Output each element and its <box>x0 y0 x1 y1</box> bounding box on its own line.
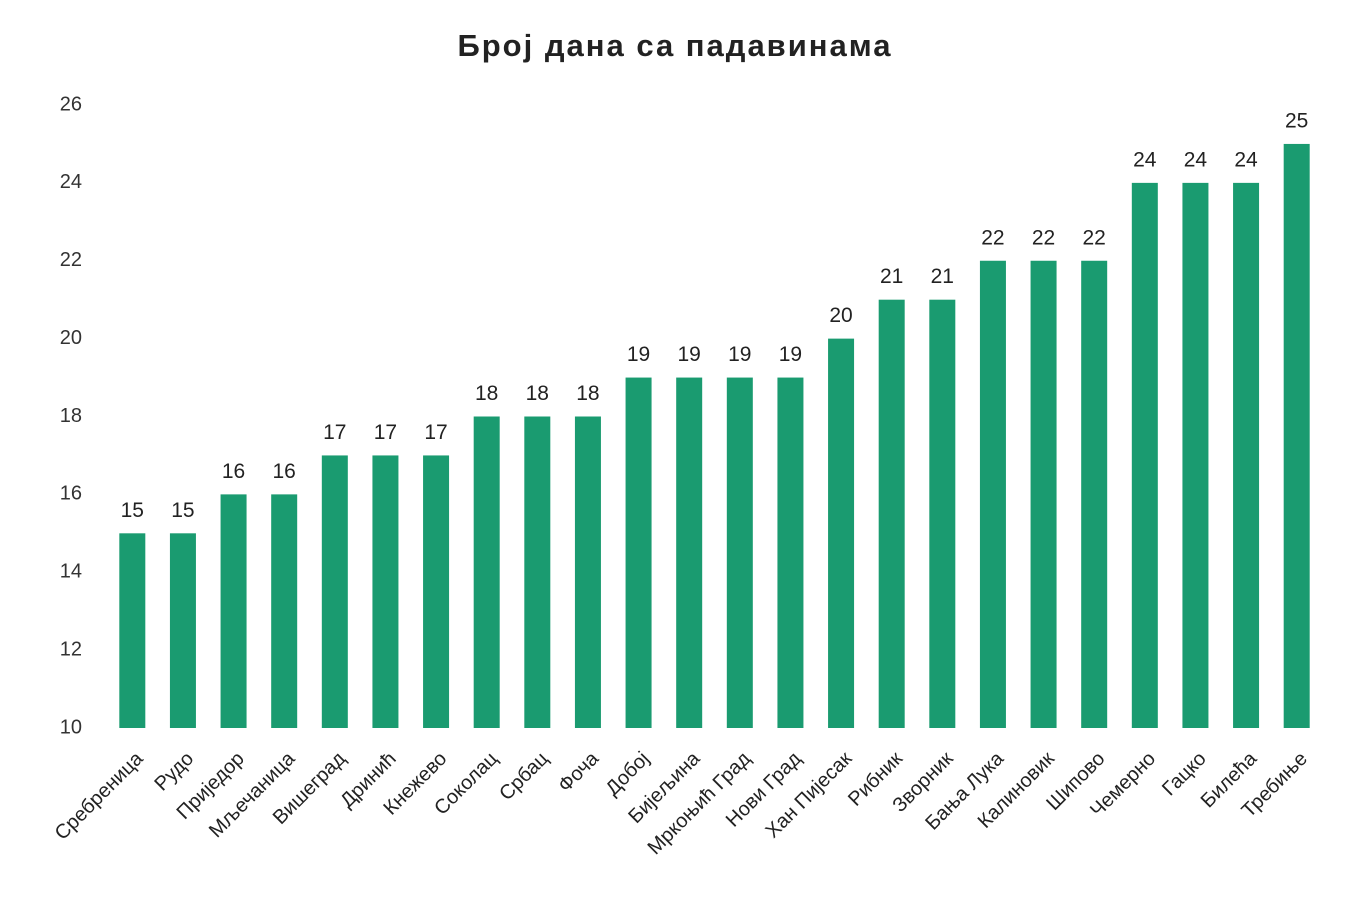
bar <box>726 377 753 728</box>
value-label: 24 <box>1184 148 1208 171</box>
bar <box>979 260 1006 728</box>
chart-title: Број дана са падавинама <box>457 28 892 63</box>
value-label: 17 <box>323 421 346 444</box>
value-label: 19 <box>728 343 751 366</box>
bar <box>473 416 500 728</box>
value-label: 19 <box>779 343 802 366</box>
value-label: 17 <box>424 421 447 444</box>
bar <box>1131 182 1158 728</box>
value-label: 22 <box>1032 226 1055 249</box>
value-label: 22 <box>1083 226 1106 249</box>
y-tick-label: 16 <box>60 483 82 505</box>
bar <box>119 533 146 728</box>
bar <box>878 299 905 728</box>
value-label: 18 <box>475 382 498 405</box>
value-label: 15 <box>171 499 194 522</box>
y-tick-label: 10 <box>60 716 82 738</box>
bar <box>1182 182 1209 728</box>
bar <box>828 338 855 728</box>
value-label: 15 <box>121 499 144 522</box>
bar <box>1233 182 1260 728</box>
bar <box>1283 143 1310 728</box>
value-label: 24 <box>1133 148 1157 171</box>
y-tick-label: 18 <box>60 405 82 427</box>
x-tick-label: Сребреница <box>51 747 148 844</box>
value-label: 19 <box>678 343 701 366</box>
y-tick-label: 20 <box>60 327 82 349</box>
x-tick-label: Фоча <box>554 747 604 797</box>
value-label: 16 <box>273 460 296 483</box>
bar <box>321 455 348 728</box>
bar <box>220 494 247 728</box>
bar <box>929 299 956 728</box>
y-tick-label: 22 <box>60 249 82 271</box>
y-tick-label: 14 <box>60 561 82 583</box>
value-label: 19 <box>627 343 650 366</box>
value-label: 24 <box>1234 148 1258 171</box>
bar <box>271 494 298 728</box>
value-label: 21 <box>880 265 903 288</box>
value-label: 22 <box>981 226 1004 249</box>
x-tick-label: Србац <box>495 748 552 805</box>
bar <box>1081 260 1108 728</box>
bar <box>524 416 551 728</box>
value-label: 25 <box>1285 109 1308 132</box>
bar <box>625 377 652 728</box>
value-label: 18 <box>576 382 599 405</box>
value-label: 17 <box>374 421 397 444</box>
value-label: 21 <box>931 265 954 288</box>
y-tick-label: 24 <box>60 171 82 193</box>
y-tick-label: 12 <box>60 638 82 660</box>
value-label: 16 <box>222 460 245 483</box>
bar <box>423 455 450 728</box>
x-tick-label: Рудо <box>150 748 198 796</box>
value-label: 18 <box>526 382 549 405</box>
bar <box>777 377 804 728</box>
bar <box>676 377 703 728</box>
bar <box>1030 260 1057 728</box>
bar <box>169 533 196 728</box>
value-label: 20 <box>829 304 852 327</box>
bar <box>574 416 601 728</box>
y-tick-label: 26 <box>60 93 82 115</box>
bar <box>372 455 399 728</box>
